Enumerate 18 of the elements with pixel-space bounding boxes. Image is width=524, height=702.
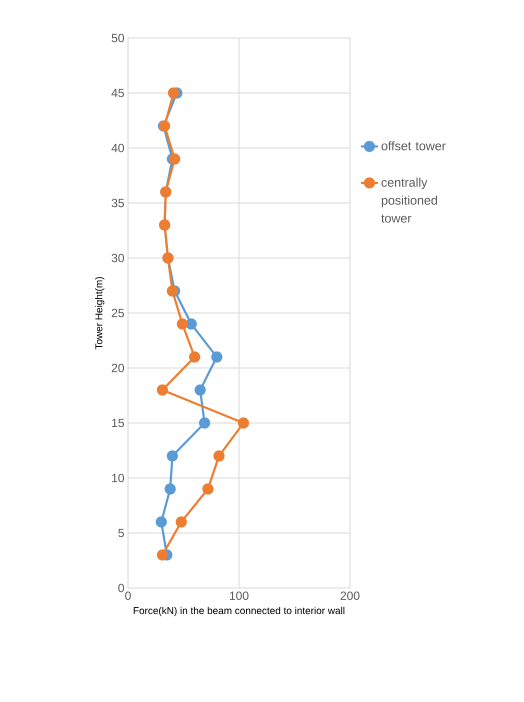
x-tick-label: 0 — [125, 592, 131, 600]
x-tick-label: 200 — [340, 592, 360, 600]
y-tick-label: 45 — [111, 88, 124, 98]
y-tick-label: 20 — [112, 364, 124, 372]
y-tick-label: 15 — [112, 418, 124, 428]
y-tick-label: 30 — [112, 254, 124, 262]
legend-label: offset tower — [382, 141, 446, 150]
y-tick-label: 10 — [112, 474, 124, 482]
x-tick-label: 100 — [230, 592, 249, 600]
y-tick-label: 40 — [111, 144, 124, 152]
y-tick-label: 25 — [112, 308, 124, 318]
y-tick-label: 50 — [112, 34, 124, 42]
y-tick-label: 0 — [118, 584, 124, 592]
y-axis-title: Tower Height(m) — [95, 277, 104, 350]
legend-label: centrally positioned tower — [381, 178, 437, 223]
y-tick-label: 35 — [112, 198, 124, 208]
y-tick-label: 5 — [118, 528, 124, 538]
x-axis-title: Force(kN) in the beam connected to interior wall — [134, 606, 344, 616]
